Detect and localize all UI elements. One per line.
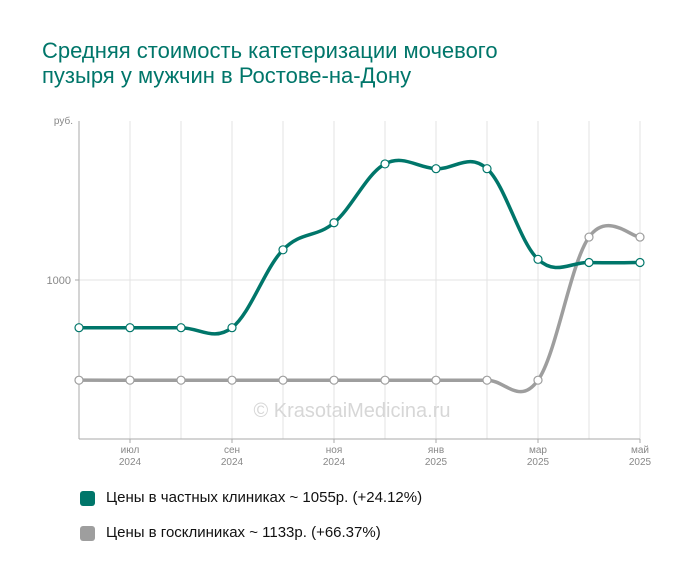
data-point-public bbox=[125, 375, 135, 385]
data-point-public bbox=[74, 375, 84, 385]
data-point-private bbox=[329, 218, 339, 228]
axes: руб.1000июл2024сен2024ноя2024янв2025мар2… bbox=[47, 115, 652, 468]
data-point-public bbox=[584, 232, 594, 242]
series-line-private bbox=[77, 158, 642, 336]
x-tick-label-year: 2024 bbox=[119, 457, 142, 468]
watermark: © KrasotaiMedicina.ru bbox=[253, 400, 450, 422]
data-point-private bbox=[635, 257, 645, 268]
data-point-public bbox=[227, 375, 237, 385]
chart-title: Средняя стоимость катетеризации мочевого… bbox=[42, 38, 662, 88]
x-tick-label-year: 2024 bbox=[323, 457, 346, 468]
legend-label-public: Цены в госклиниках ~ 1133р. (+66.37%) bbox=[106, 524, 381, 541]
series-layer bbox=[74, 158, 645, 394]
data-point-private bbox=[278, 245, 288, 255]
x-tick-label-year: 2024 bbox=[221, 457, 244, 468]
data-point-public bbox=[533, 375, 543, 385]
data-point-private bbox=[533, 254, 543, 264]
legend-swatch-public bbox=[80, 526, 95, 541]
data-point-private bbox=[227, 323, 237, 333]
data-point-private bbox=[380, 159, 390, 169]
x-tick-label-month: сен bbox=[224, 445, 240, 456]
data-point-private bbox=[176, 323, 186, 333]
y-tick-label: 1000 bbox=[47, 275, 71, 287]
data-point-private bbox=[482, 164, 492, 174]
x-tick-label-month: ноя bbox=[326, 445, 343, 456]
data-point-private bbox=[431, 164, 441, 174]
grid bbox=[78, 121, 641, 439]
chart-title-line-1: Средняя стоимость катетеризации мочевого bbox=[42, 38, 498, 63]
x-tick-label-year: 2025 bbox=[629, 457, 652, 468]
series-line-public bbox=[77, 223, 642, 394]
data-point-private bbox=[74, 323, 84, 333]
x-tick-label-year: 2025 bbox=[425, 457, 448, 468]
legend-item-public[interactable]: Цены в госклиниках ~ 1133р. (+66.37%) bbox=[80, 523, 640, 545]
data-point-public bbox=[329, 375, 339, 385]
x-tick-label-month: мар bbox=[529, 445, 547, 456]
y-axis-unit: руб. bbox=[54, 115, 73, 127]
data-point-public bbox=[380, 375, 390, 385]
chart-title-line-2: пузыря у мужчин в Ростове-на-Дону bbox=[42, 63, 412, 88]
x-tick-label-month: янв bbox=[428, 445, 444, 456]
data-point-public bbox=[176, 375, 186, 385]
data-point-public bbox=[482, 375, 492, 385]
legend-item-private[interactable]: Цены в частных клиниках ~ 1055р. (+24.12… bbox=[80, 488, 640, 510]
x-tick-label-year: 2025 bbox=[527, 457, 550, 468]
data-point-private bbox=[125, 323, 135, 333]
x-tick-label-month: июл bbox=[121, 445, 140, 456]
data-point-public bbox=[635, 232, 645, 242]
x-tick-label-month: май bbox=[631, 445, 649, 456]
data-point-private bbox=[584, 257, 594, 268]
data-point-public bbox=[431, 375, 441, 385]
legend-swatch-private bbox=[80, 491, 95, 506]
legend-label-private: Цены в частных клиниках ~ 1055р. (+24.12… bbox=[106, 489, 423, 506]
data-point-public bbox=[278, 375, 288, 385]
